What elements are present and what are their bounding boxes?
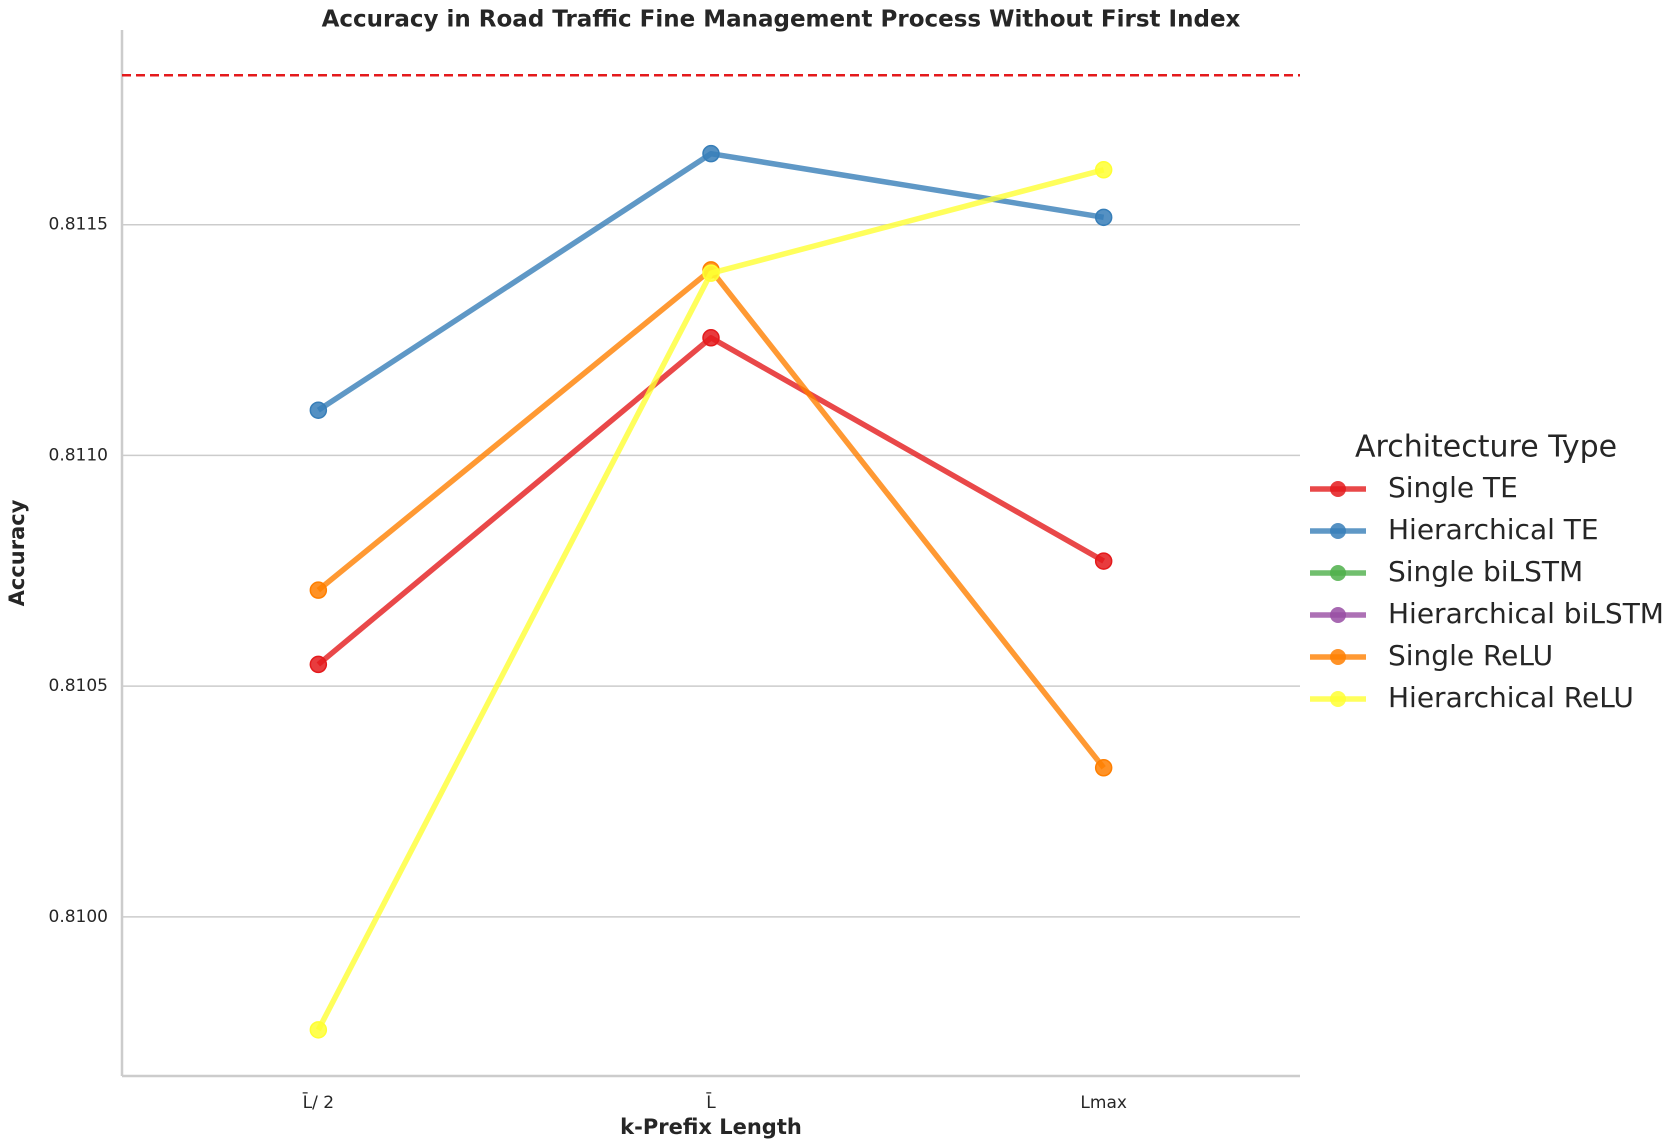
data-point — [1094, 552, 1113, 570]
x-tick-label: L̄/ 2 — [302, 1091, 334, 1113]
legend-label: Single TE — [1388, 471, 1518, 504]
legend-marker — [1330, 481, 1346, 497]
data-point — [309, 655, 328, 674]
y-tick-label: 0.8110 — [49, 445, 108, 465]
legend-label: Single biLSTM — [1388, 555, 1583, 588]
legend-label: Single ReLU — [1388, 639, 1553, 672]
data-point — [1094, 759, 1113, 777]
data-point — [1094, 208, 1113, 227]
legend-title: Architecture Type — [1355, 430, 1617, 465]
legend-label: Hierarchical TE — [1388, 513, 1599, 546]
series-line — [315, 167, 1105, 1032]
y-tick-label: 0.8100 — [49, 907, 108, 927]
y-tick-label: 0.8115 — [49, 215, 108, 235]
legend-marker — [1330, 649, 1346, 665]
chart-title: Accuracy in Road Traffic Fine Management… — [322, 7, 1241, 33]
data-point — [309, 401, 328, 419]
data-point — [702, 329, 720, 347]
series-line — [316, 150, 1105, 413]
y-tick-label: 0.8105 — [49, 676, 108, 696]
legend-marker — [1330, 607, 1346, 623]
data-point — [1094, 161, 1113, 179]
data-point — [309, 581, 328, 599]
legend-label: Hierarchical ReLU — [1388, 681, 1634, 714]
x-tick-label: Lmax — [1080, 1093, 1127, 1113]
legend-marker — [1330, 691, 1346, 707]
legend-label: Hierarchical biLSTM — [1388, 597, 1664, 630]
x-axis-label: k-Prefix Length — [620, 1115, 802, 1139]
legend-marker — [1330, 565, 1346, 581]
y-axis-label: Accuracy — [5, 499, 29, 606]
data-point — [702, 144, 720, 163]
data-point — [309, 1021, 328, 1039]
x-tick-label: L̄ — [706, 1091, 716, 1113]
data-point — [702, 264, 720, 282]
legend-marker — [1330, 523, 1346, 539]
